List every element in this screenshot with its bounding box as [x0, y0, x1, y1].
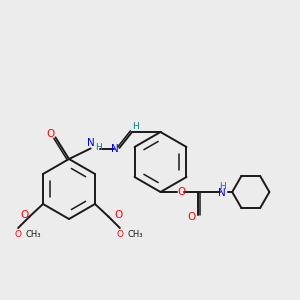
- Text: CH₃: CH₃: [128, 230, 143, 239]
- Text: H: H: [219, 182, 226, 191]
- Text: N: N: [111, 143, 119, 154]
- Text: H: H: [96, 143, 102, 152]
- Text: O: O: [116, 230, 123, 239]
- Text: H: H: [132, 122, 139, 131]
- Text: O: O: [15, 230, 22, 239]
- Text: N: N: [87, 138, 95, 148]
- Text: O: O: [46, 129, 54, 139]
- Text: N: N: [218, 188, 226, 198]
- Text: O: O: [187, 212, 196, 222]
- Text: O: O: [114, 210, 122, 220]
- Text: CH₃: CH₃: [26, 230, 41, 239]
- Text: O: O: [177, 187, 185, 197]
- Text: O: O: [20, 210, 28, 220]
